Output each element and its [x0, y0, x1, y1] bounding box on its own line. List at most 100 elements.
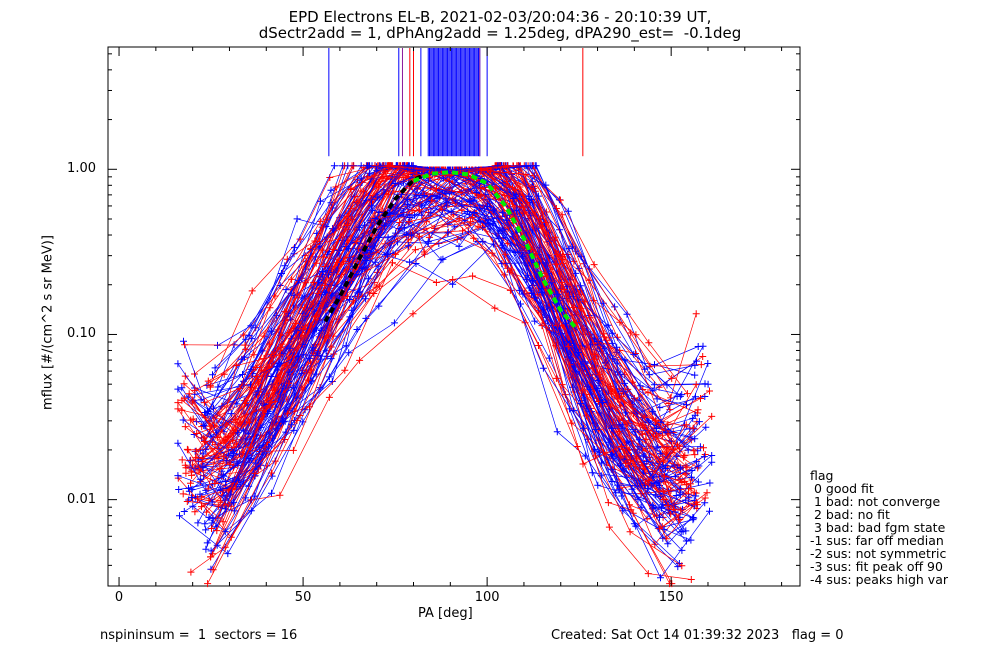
data-point-plus: [347, 186, 355, 193]
data-point-plus: [599, 399, 606, 406]
data-point-plus: [661, 465, 669, 472]
data-point-plus: [181, 423, 189, 431]
flag-legend: flag 0 good fit 1 bad: not converge 2 ba…: [810, 469, 948, 586]
y-tick-label: 0.01: [67, 491, 96, 507]
data-point-plus: [327, 186, 335, 194]
data-point-plus: [200, 399, 208, 407]
data-point-plus: [708, 458, 716, 466]
data-point-plus: [458, 201, 466, 209]
data-point-plus: [644, 570, 652, 578]
data-point-plus: [265, 340, 273, 348]
data-point-plus: [208, 519, 216, 527]
data-point-plus: [252, 364, 260, 371]
data-point-plus: [194, 519, 202, 527]
data-point-plus: [657, 574, 664, 582]
data-point-plus: [365, 169, 373, 177]
data-point-plus: [611, 303, 619, 311]
data-point-plus: [187, 479, 194, 487]
data-point-plus: [455, 214, 463, 222]
data-point-plus: [276, 351, 284, 359]
data-point-plus: [250, 351, 258, 359]
data-point-plus: [700, 453, 708, 461]
data-point-plus: [274, 374, 282, 382]
data-point-plus: [327, 343, 335, 351]
data-point-plus: [287, 421, 295, 429]
data-point-plus: [384, 251, 392, 259]
data-point-plus: [568, 243, 576, 251]
data-point-plus: [439, 255, 447, 263]
data-point-plus: [622, 459, 630, 467]
data-point-plus: [680, 453, 688, 461]
data-point-plus: [321, 289, 329, 297]
data-point-plus: [245, 455, 253, 463]
data-point-plus: [390, 319, 398, 327]
data-point-plus: [241, 341, 249, 349]
data-layer: [174, 48, 716, 588]
data-point-plus: [694, 406, 702, 414]
data-point-plus: [227, 410, 235, 418]
data-point-plus: [649, 501, 657, 509]
data-point-plus: [660, 525, 668, 533]
data-point-plus: [428, 196, 436, 204]
data-point-plus: [356, 356, 364, 364]
data-point-plus: [299, 351, 307, 359]
data-point-plus: [656, 513, 663, 521]
data-point-plus: [363, 162, 371, 170]
data-point-plus: [531, 317, 539, 325]
data-point-plus: [649, 407, 657, 415]
data-point-plus: [406, 214, 414, 221]
data-point-plus: [319, 268, 326, 275]
data-point-plus: [570, 304, 578, 311]
data-point-plus: [691, 371, 699, 379]
data-point-plus: [174, 399, 182, 407]
data-point-plus: [439, 174, 447, 182]
data-point-plus: [266, 304, 274, 312]
data-point-plus: [314, 289, 322, 297]
data-point-plus: [653, 395, 661, 403]
legend-entry: -2 sus: not symmetric: [810, 546, 947, 561]
data-point-plus: [653, 444, 661, 452]
data-point-plus: [595, 371, 603, 379]
data-point-plus: [552, 342, 560, 350]
data-point-plus: [577, 400, 585, 408]
data-point-plus: [332, 183, 340, 191]
data-point-plus: [644, 485, 652, 493]
data-point-plus: [274, 326, 282, 334]
data-point-plus: [209, 371, 216, 379]
data-point-plus: [325, 373, 333, 381]
data-point-plus: [267, 327, 275, 335]
data-point-plus: [199, 464, 207, 472]
data-point-plus: [362, 314, 370, 322]
data-point-plus: [708, 452, 716, 459]
data-point-plus: [487, 166, 494, 174]
data-point-plus: [569, 292, 577, 300]
data-point-plus: [285, 368, 293, 376]
data-point-plus: [608, 424, 616, 432]
data-point-plus: [658, 431, 666, 439]
data-point-plus: [205, 513, 213, 521]
data-point-plus: [623, 420, 631, 428]
data-point-plus: [449, 280, 457, 288]
data-point-plus: [674, 563, 682, 571]
data-point-plus: [653, 479, 661, 487]
data-point-plus: [174, 385, 182, 393]
data-point-plus: [630, 350, 638, 358]
data-point-plus: [312, 325, 320, 333]
data-point-plus: [185, 390, 193, 398]
data-point-plus: [375, 282, 383, 290]
data-point-plus: [695, 418, 703, 426]
data-point-plus: [184, 393, 192, 401]
legend-entry: 3 bad: bad fgm state: [810, 520, 946, 535]
data-point-plus: [289, 446, 297, 454]
data-point-plus: [187, 416, 195, 424]
data-point-plus: [404, 242, 412, 250]
x-axis-label: PA [deg]: [418, 606, 473, 621]
data-point-plus: [682, 490, 690, 498]
data-point-plus: [697, 361, 705, 369]
data-point-plus: [585, 276, 593, 284]
data-point-plus: [672, 492, 680, 499]
data-point-plus: [656, 404, 664, 412]
data-point-plus: [517, 300, 524, 308]
data-point-plus: [617, 443, 625, 450]
data-point-plus: [433, 185, 440, 193]
